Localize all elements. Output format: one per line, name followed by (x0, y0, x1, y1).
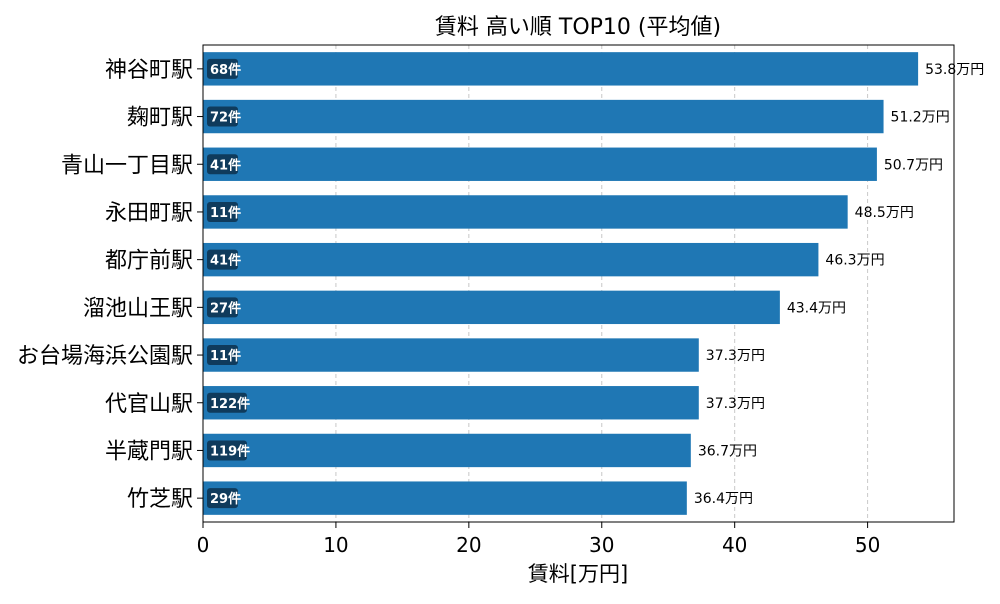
bar (203, 481, 687, 515)
bar (203, 290, 780, 325)
value-label: 51.2万円 (891, 110, 950, 126)
bar (203, 195, 848, 229)
bars-layer: 68件 53.8万円 72件 51.2万円 41件 50.7万円 11件 48.5万円 41件 4… (203, 52, 984, 515)
count-label: 72件 (210, 110, 241, 126)
chart-title: 賃料 高い順 TOP10 (平均値) (435, 15, 721, 40)
count-badge (207, 488, 238, 509)
y-tick-label: 竹芝駅 (127, 487, 193, 512)
value-label: 48.5万円 (855, 205, 914, 221)
count-badge (207, 201, 238, 222)
value-label: 37.3万円 (706, 396, 765, 412)
y-tick-label: 都庁前駅 (105, 249, 193, 274)
count-label: 41件 (210, 157, 241, 173)
x-tick-label: 20 (456, 533, 481, 557)
value-label: 36.4万円 (694, 491, 753, 507)
value-label: 43.4万円 (787, 300, 846, 316)
y-tick-label: 永田町駅 (105, 201, 193, 226)
y-tick-label: 代官山駅 (105, 392, 193, 417)
count-label: 11件 (210, 348, 241, 364)
y-tick-label: 半蔵門駅 (105, 439, 193, 464)
value-label: 36.7万円 (698, 443, 757, 459)
bar (203, 99, 884, 134)
x-axis: 0 10 20 30 40 50 (197, 522, 880, 557)
count-badge (207, 392, 247, 413)
value-label: 53.8万円 (925, 62, 984, 78)
plot-frame (202, 44, 955, 523)
count-label: 41件 (210, 253, 241, 269)
count-badge (207, 154, 238, 175)
x-tick-label: 30 (589, 533, 614, 557)
bar (203, 338, 699, 372)
count-label: 27件 (210, 300, 241, 316)
value-label: 37.3万円 (706, 348, 765, 364)
x-tick-label: 0 (197, 533, 210, 557)
count-label: 11件 (210, 205, 241, 221)
x-tick-label: 10 (323, 533, 348, 557)
value-label: 46.3万円 (825, 253, 884, 269)
y-tick-label: 神谷町駅 (105, 58, 193, 83)
count-label: 29件 (210, 491, 241, 507)
y-tick-label: 麹町駅 (127, 106, 193, 131)
y-tick-label: お台場海浜公園駅 (17, 344, 193, 369)
bar (203, 433, 691, 468)
count-badge (207, 297, 238, 318)
count-label: 122件 (210, 396, 250, 412)
count-badge (207, 58, 238, 79)
x-axis-title: 賃料[万円] (528, 562, 628, 586)
count-label: 68件 (210, 62, 241, 78)
bar (203, 52, 919, 86)
y-tick-label: 青山一丁目駅 (61, 153, 193, 178)
count-badge (207, 106, 238, 127)
value-label: 50.7万円 (884, 157, 943, 173)
y-axis: 神谷町駅麹町駅青山一丁目駅永田町駅都庁前駅溜池山王駅お台場海浜公園駅代官山駅半蔵… (17, 58, 203, 512)
bar (203, 147, 877, 181)
count-badge (207, 345, 238, 366)
count-badge (207, 249, 238, 270)
count-label: 119件 (210, 443, 250, 459)
bar (203, 386, 699, 420)
x-tick-label: 50 (855, 533, 880, 557)
count-badge (207, 440, 247, 461)
y-tick-label: 溜池山王駅 (83, 296, 193, 321)
x-tick-label: 40 (722, 533, 747, 557)
bar (203, 242, 819, 277)
